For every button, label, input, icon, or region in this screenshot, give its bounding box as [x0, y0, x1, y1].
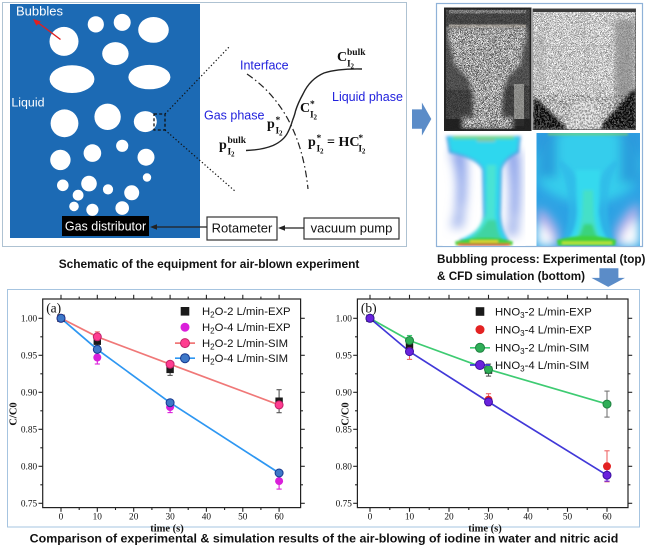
svg-text:10: 10: [93, 513, 103, 523]
svg-text:Gas phase: Gas phase: [204, 109, 265, 123]
svg-text:I: I: [317, 145, 321, 155]
svg-text:2: 2: [351, 63, 355, 71]
svg-text:(a): (a): [46, 301, 61, 316]
svg-text:30: 30: [484, 513, 494, 523]
svg-text:H2O-2 L/min-SIM: H2O-2 L/min-SIM: [202, 338, 288, 352]
svg-text:Bubbles: Bubbles: [16, 4, 63, 19]
svg-text:0.95: 0.95: [21, 352, 38, 362]
svg-text:I: I: [347, 60, 351, 70]
svg-text:C: C: [300, 101, 310, 116]
svg-text:*: *: [358, 134, 363, 144]
svg-text:20: 20: [444, 513, 454, 523]
svg-text:*: *: [317, 134, 322, 144]
svg-text:p: p: [219, 138, 227, 153]
svg-text:HNO3-4 L/min-SIM: HNO3-4 L/min-SIM: [495, 360, 589, 374]
svg-text:time (s): time (s): [468, 524, 502, 535]
svg-text:Rotameter: Rotameter: [212, 221, 273, 236]
svg-text:0: 0: [368, 513, 373, 523]
svg-text:bulk: bulk: [347, 48, 366, 58]
svg-text:50: 50: [238, 513, 248, 523]
svg-text:0.75: 0.75: [336, 500, 353, 510]
svg-text:Gas distributor: Gas distributor: [65, 220, 146, 234]
svg-text:HNO3-2 L/min-SIM: HNO3-2 L/min-SIM: [495, 343, 589, 357]
svg-text:H2O-4 L/min-EXP: H2O-4 L/min-EXP: [202, 322, 291, 336]
svg-text:0.80: 0.80: [336, 463, 353, 473]
svg-text:0.80: 0.80: [21, 463, 38, 473]
svg-text:50: 50: [563, 513, 573, 523]
svg-text:20: 20: [129, 513, 139, 523]
svg-text:0: 0: [59, 513, 64, 523]
svg-text:40: 40: [202, 513, 212, 523]
svg-text:time (s): time (s): [150, 524, 184, 535]
svg-text:C/C0: C/C0: [9, 402, 20, 425]
svg-text:60: 60: [274, 513, 284, 523]
svg-text:Comparison of experimental & s: Comparison of experimental & simulation …: [30, 532, 619, 546]
svg-text:HNO3-4 L/min-EXP: HNO3-4 L/min-EXP: [495, 325, 592, 339]
svg-text:I: I: [228, 148, 232, 158]
svg-text:HNO3-2 L/min-EXP: HNO3-2 L/min-EXP: [495, 306, 592, 320]
svg-text:Liquid: Liquid: [11, 96, 44, 110]
svg-text:vacuum pump: vacuum pump: [311, 221, 393, 236]
svg-text:Bubbling process: Experimental: Bubbling process: Experimental (top): [437, 253, 646, 266]
svg-text:H2O-4 L/min-SIM: H2O-4 L/min-SIM: [202, 353, 288, 367]
svg-text:Liquid phase: Liquid phase: [332, 90, 403, 104]
svg-text:Schematic of the equipment for: Schematic of the equipment for air-blown…: [59, 257, 360, 271]
svg-text:I: I: [358, 145, 362, 155]
svg-text:C/C0: C/C0: [341, 402, 352, 425]
svg-text:30: 30: [165, 513, 175, 523]
svg-text:I: I: [276, 127, 280, 137]
svg-text:0.90: 0.90: [336, 389, 353, 399]
svg-text:p: p: [267, 117, 275, 132]
svg-text:H2O-2 L/min-EXP: H2O-2 L/min-EXP: [202, 306, 291, 320]
svg-text:0.90: 0.90: [21, 389, 38, 399]
svg-text:Interface: Interface: [240, 59, 289, 73]
svg-text:40: 40: [523, 513, 533, 523]
svg-text:I: I: [310, 111, 314, 121]
svg-text:0.95: 0.95: [336, 352, 353, 362]
svg-text:2: 2: [362, 148, 366, 156]
svg-text:& CFD simulation (bottom): & CFD simulation (bottom): [437, 270, 585, 283]
svg-text:2: 2: [279, 130, 283, 138]
svg-text:p: p: [308, 135, 316, 150]
svg-text:*: *: [310, 100, 315, 110]
svg-text:*: *: [276, 116, 281, 126]
svg-text:10: 10: [405, 513, 415, 523]
svg-text:2: 2: [314, 114, 318, 122]
svg-text:bulk: bulk: [228, 136, 247, 146]
svg-text:(b): (b): [361, 301, 377, 316]
svg-text:1.00: 1.00: [21, 315, 38, 325]
svg-text:= HC: = HC: [327, 135, 359, 150]
svg-text:2: 2: [320, 148, 324, 156]
svg-text:0.85: 0.85: [21, 426, 38, 436]
svg-text:0.75: 0.75: [21, 500, 38, 510]
svg-text:0.85: 0.85: [336, 426, 353, 436]
svg-text:2: 2: [231, 151, 235, 159]
svg-text:C: C: [337, 50, 347, 65]
svg-text:60: 60: [602, 513, 612, 523]
svg-text:1.00: 1.00: [336, 315, 353, 325]
